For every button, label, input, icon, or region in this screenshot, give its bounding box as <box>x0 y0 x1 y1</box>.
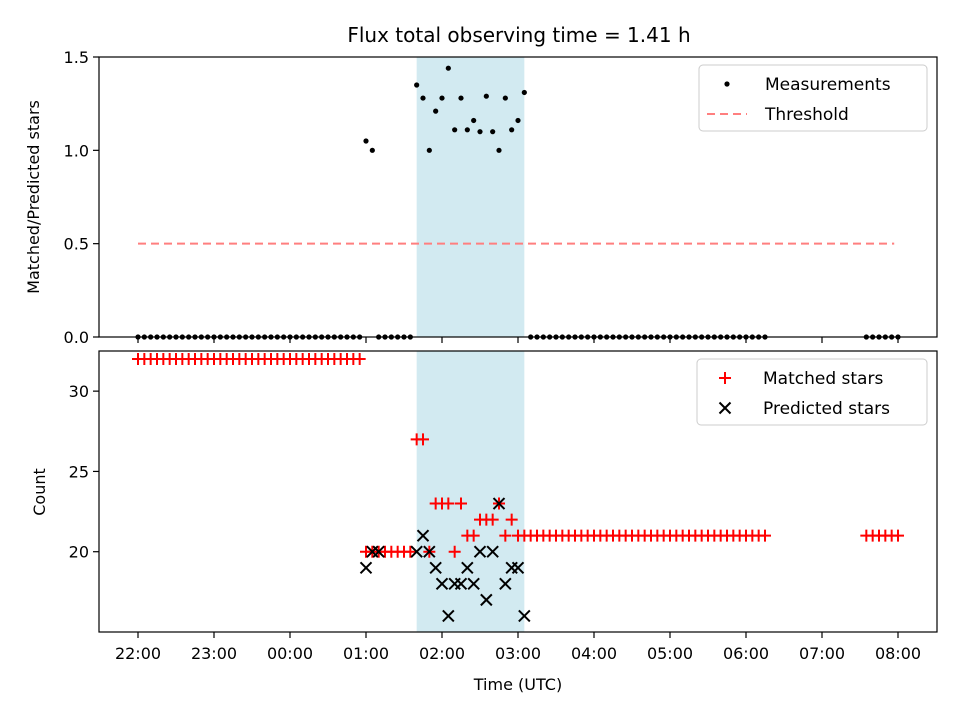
data-point <box>473 545 487 558</box>
data-point <box>490 129 496 135</box>
data-point <box>435 577 449 591</box>
data-point <box>492 497 506 510</box>
data-point <box>518 609 531 623</box>
data-point <box>511 561 525 574</box>
y-tick-label: 0.0 <box>64 328 89 347</box>
y-tick-label: 20 <box>69 543 89 562</box>
data-point <box>496 147 502 153</box>
legend-symbol <box>724 81 730 87</box>
legend-box <box>696 358 928 426</box>
data-point <box>509 127 515 133</box>
data-point <box>461 561 474 574</box>
data-point <box>448 545 461 558</box>
bottom-y-axis-label: Count <box>30 468 49 516</box>
data-point <box>464 127 470 133</box>
data-point <box>372 545 385 558</box>
data-point <box>414 82 420 88</box>
data-point <box>423 545 436 558</box>
data-point <box>442 497 455 510</box>
data-point <box>467 529 480 542</box>
data-point <box>477 129 483 135</box>
bottom-axes: 20 25 30 22:00 23:00 00:00 01:00 02:00 03:00 04:0… <box>69 350 938 663</box>
chart-title: Flux total observing time = 1.41 h <box>347 23 690 47</box>
data-point <box>426 147 432 153</box>
data-point <box>499 577 512 591</box>
data-point <box>467 577 480 591</box>
data-point <box>439 95 445 101</box>
top-y-axis-label: Matched/Predicted stars <box>24 100 43 294</box>
data-point <box>410 545 423 558</box>
data-point <box>486 513 499 526</box>
legend-entry-label: Predicted stars <box>763 399 890 419</box>
data-point <box>353 353 366 366</box>
y-tick-label: 1.0 <box>64 141 89 160</box>
data-point <box>480 593 493 607</box>
top-axes: 0.0 0.5 1.0 1.5 Measurements Threshold <box>64 48 938 347</box>
data-point <box>486 545 499 558</box>
series-0 <box>132 353 904 558</box>
data-point <box>499 529 512 542</box>
x-axis-label: Time (UTC) <box>473 675 562 694</box>
shaded-region <box>416 351 525 632</box>
x-tick-label: 01:00 <box>343 644 389 663</box>
legend-box <box>698 64 928 132</box>
x-tick-label: 04:00 <box>571 644 617 663</box>
shaded-region <box>416 57 525 337</box>
data-point <box>505 513 518 526</box>
data-point <box>369 147 375 153</box>
legend-entry-label: Measurements <box>765 75 891 95</box>
data-point <box>892 529 904 542</box>
x-tick-label: 02:00 <box>419 644 465 663</box>
legend-symbol <box>719 372 731 384</box>
y-tick-label: 30 <box>69 382 89 401</box>
x-tick-label: 22:00 <box>115 644 161 663</box>
data-point <box>445 65 451 71</box>
legend-entry-label: Threshold <box>764 105 849 125</box>
data-point <box>483 93 489 99</box>
data-point <box>759 529 771 542</box>
series-1 <box>359 497 531 623</box>
x-tick-label: 08:00 <box>875 644 921 663</box>
x-tick-label: 03:00 <box>495 644 541 663</box>
y-tick-label: 0.5 <box>64 235 89 254</box>
data-point <box>455 497 467 510</box>
legend: Measurements Threshold <box>698 64 928 132</box>
data-point <box>454 577 468 591</box>
x-tick-label: 23:00 <box>191 644 237 663</box>
data-point <box>458 95 464 101</box>
x-tick-label: 06:00 <box>723 644 769 663</box>
legend-entry-label: Matched stars <box>763 369 883 389</box>
x-tick-label: 07:00 <box>799 644 845 663</box>
data-point <box>429 561 442 574</box>
data-point <box>502 95 508 101</box>
data-point <box>515 117 521 124</box>
y-tick-label: 25 <box>69 462 89 481</box>
data-point <box>417 433 429 446</box>
data-point <box>521 89 527 96</box>
data-point <box>404 545 417 558</box>
data-point <box>359 561 373 574</box>
y-tick-label: 1.5 <box>64 48 89 67</box>
data-point <box>452 127 458 133</box>
data-point <box>433 108 439 114</box>
data-point <box>363 138 369 144</box>
x-tick-label: 05:00 <box>647 644 693 663</box>
data-point <box>442 609 455 623</box>
data-point <box>420 95 426 101</box>
data-point <box>416 529 430 542</box>
legend-symbol <box>718 401 732 415</box>
legend: Matched stars Predicted stars <box>696 358 928 426</box>
x-tick-label: 00:00 <box>267 644 313 663</box>
data-point <box>471 117 477 124</box>
